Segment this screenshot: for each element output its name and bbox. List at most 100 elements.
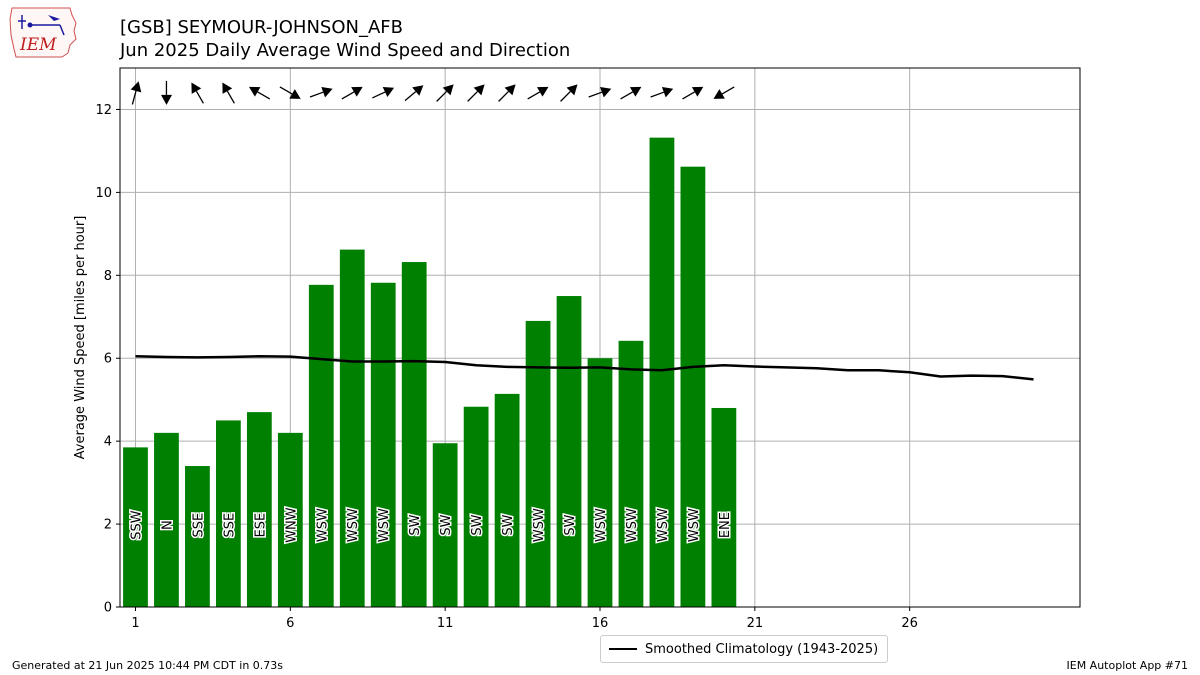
speed-bar <box>556 296 582 607</box>
arrow-shaft <box>721 86 735 95</box>
arrow-shaft <box>195 90 204 104</box>
generated-timestamp: Generated at 21 Jun 2025 10:44 PM CDT in… <box>12 659 284 672</box>
y-tick-label: 2 <box>104 518 112 533</box>
arrow-head <box>537 86 549 97</box>
direction-label: WSW <box>377 508 392 542</box>
direction-label: WSW <box>656 508 671 542</box>
arrow-head <box>600 87 612 98</box>
y-axis-label: Average Wind Speed [miles per hour] <box>73 216 88 460</box>
legend-line-swatch <box>609 648 637 650</box>
speed-bar <box>216 420 241 607</box>
speed-bar <box>370 282 396 607</box>
direction-label: WSW <box>594 508 609 542</box>
direction-label: N <box>160 520 175 530</box>
arrow-shaft <box>467 91 479 102</box>
direction-label: SSW <box>129 510 144 540</box>
arrow-head <box>412 85 424 96</box>
arrow-shaft <box>620 91 634 100</box>
direction-label: SW <box>470 514 485 535</box>
climatology-line <box>135 354 1034 381</box>
arrow-head <box>222 82 233 94</box>
arrow-shaft <box>560 91 571 102</box>
speed-bar <box>123 447 148 607</box>
wind-arrow-icon <box>249 86 271 100</box>
wind-arrow-icon <box>650 87 674 98</box>
arrow-head <box>629 86 642 97</box>
wind-arrow-icon <box>130 81 142 105</box>
direction-label: SW <box>439 514 454 535</box>
arrow-shaft <box>226 90 235 104</box>
speed-bar <box>525 320 551 607</box>
speed-bar <box>154 432 179 607</box>
arrow-head <box>713 89 725 99</box>
arrow-head <box>249 86 261 97</box>
wind-arrow-icon <box>279 86 301 99</box>
wind-arrow-icon <box>191 82 204 104</box>
wind-arrow-icon <box>436 84 454 102</box>
speed-bar <box>494 393 520 607</box>
direction-label: WSW <box>625 508 640 542</box>
direction-label: SSE <box>222 513 237 538</box>
arrow-head <box>442 84 454 96</box>
direction-label: SW <box>501 514 516 535</box>
arrow-shaft <box>309 91 324 98</box>
direction-label: WSW <box>532 508 547 542</box>
wind-arrow-icon <box>713 86 735 99</box>
y-tick-label: 10 <box>95 186 112 201</box>
arrow-head <box>321 87 333 98</box>
y-tick-label: 8 <box>104 269 112 284</box>
wind-arrow-icon <box>372 87 395 99</box>
wind-arrow-icon <box>527 86 549 100</box>
arrow-shaft <box>257 91 271 100</box>
speed-bar <box>339 249 365 607</box>
speed-bar <box>246 412 272 607</box>
direction-label: WSW <box>315 508 330 542</box>
speed-bar <box>401 262 427 607</box>
direction-label: WSW <box>687 508 702 542</box>
y-tick-label: 12 <box>95 103 112 118</box>
arrow-head <box>473 84 485 96</box>
arrow-head <box>351 86 363 97</box>
arrow-head <box>130 81 142 93</box>
arrow-head <box>161 94 172 105</box>
x-tick-label: 16 <box>592 616 609 631</box>
arrow-shaft <box>372 91 386 99</box>
direction-arrows <box>130 80 735 105</box>
arrow-shaft <box>498 91 509 102</box>
wind-arrow-icon <box>341 86 363 100</box>
x-tick-label: 11 <box>437 616 454 631</box>
x-tick-label: 26 <box>901 616 918 631</box>
arrow-shaft <box>682 91 695 100</box>
chart-title: [GSB] SEYMOUR-JOHNSON_AFB <box>120 17 403 38</box>
x-tick-label: 1 <box>131 616 139 631</box>
arrow-shaft <box>341 91 355 100</box>
arrow-shaft <box>650 91 665 98</box>
speed-bars <box>123 137 737 607</box>
speed-bar <box>277 432 303 607</box>
arrow-shaft <box>588 91 603 98</box>
arrow-head <box>289 89 301 99</box>
y-tick-label: 6 <box>104 352 112 367</box>
direction-label: WSW <box>346 508 361 542</box>
speed-bar <box>618 340 644 607</box>
arrow-shaft <box>279 86 293 95</box>
speed-bar <box>649 137 675 607</box>
chart-subtitle: Jun 2025 Daily Average Wind Speed and Di… <box>120 40 571 61</box>
wind-arrow-icon <box>404 85 424 102</box>
arrow-head <box>566 84 578 96</box>
direction-label: WNW <box>284 507 299 543</box>
speed-bar <box>308 284 334 607</box>
speed-bar <box>463 406 489 607</box>
speed-bar <box>680 166 706 607</box>
speed-bar <box>587 358 613 607</box>
wind-arrow-icon <box>222 82 235 104</box>
direction-labels: SSW N SSE SSE ESE WNW WSW WSW WSW SW SW SW SW WSW SW WS… <box>128 506 734 545</box>
direction-label: SSE <box>191 513 206 538</box>
direction-label: SW <box>408 514 423 535</box>
speed-bar <box>185 466 210 607</box>
app-credit: IEM Autoplot App #71 <box>1066 659 1189 672</box>
legend: Smoothed Climatology (1943-2025) <box>600 635 889 663</box>
wind-arrow-icon <box>588 87 612 98</box>
wind-arrow-icon <box>309 87 333 98</box>
